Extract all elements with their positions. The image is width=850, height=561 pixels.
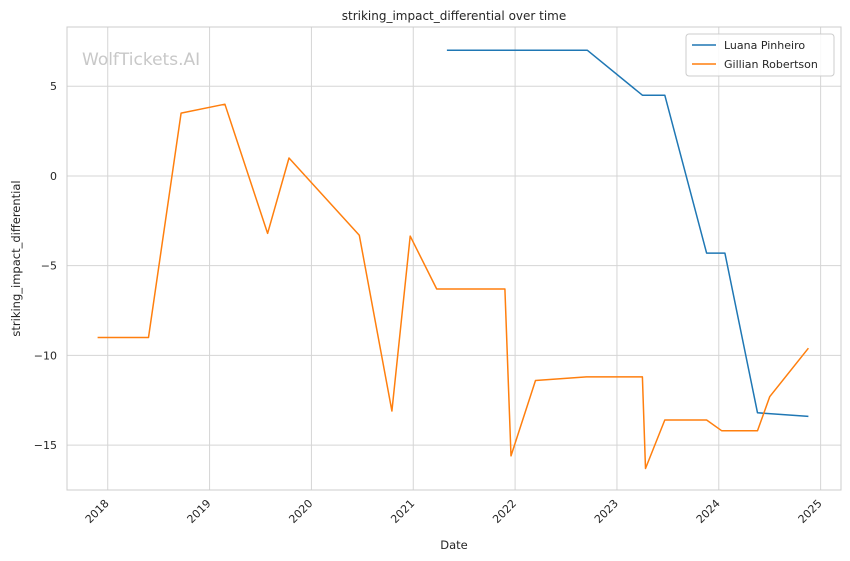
x-tick-label: 2019 (185, 497, 214, 526)
y-tick-label: −10 (34, 349, 57, 362)
series-line-gillian-robertson (97, 103, 809, 470)
y-tick-label: 5 (50, 80, 57, 93)
y-tick-label: −15 (34, 439, 57, 452)
legend-entry: Luana Pinheiro (724, 39, 805, 52)
grid (67, 27, 841, 490)
plot-frame (66, 26, 842, 491)
legend: Luana Pinheiro Gillian Robertson (685, 33, 835, 77)
watermark: WolfTickets.AI (82, 50, 200, 70)
series-lines (97, 49, 809, 470)
x-tick-label: 2018 (83, 497, 112, 526)
y-axis-label: striking_impact_differential (9, 180, 23, 336)
x-tick-label: 2020 (286, 497, 315, 526)
x-tick-label: 2021 (388, 497, 417, 526)
y-tick-label: −5 (41, 260, 57, 273)
x-tick-label: 2025 (796, 497, 825, 526)
plot-area (67, 27, 841, 490)
series-line-luana-pinheiro (446, 49, 809, 418)
y-tick-label: 0 (50, 170, 57, 183)
x-tick-label: 2023 (592, 497, 621, 526)
legend-box (685, 33, 835, 77)
chart-title: striking_impact_differential over time (342, 9, 567, 23)
legend-entry: Gillian Robertson (724, 58, 818, 71)
x-tick-label: 2022 (490, 497, 519, 526)
x-axis-ticks: 2018 2019 2020 2021 2022 2023 2024 2025 (83, 497, 825, 526)
y-axis-ticks: 5 0 −5 −10 −15 (34, 80, 57, 452)
x-axis-label: Date (440, 538, 468, 552)
x-tick-label: 2024 (694, 497, 723, 526)
